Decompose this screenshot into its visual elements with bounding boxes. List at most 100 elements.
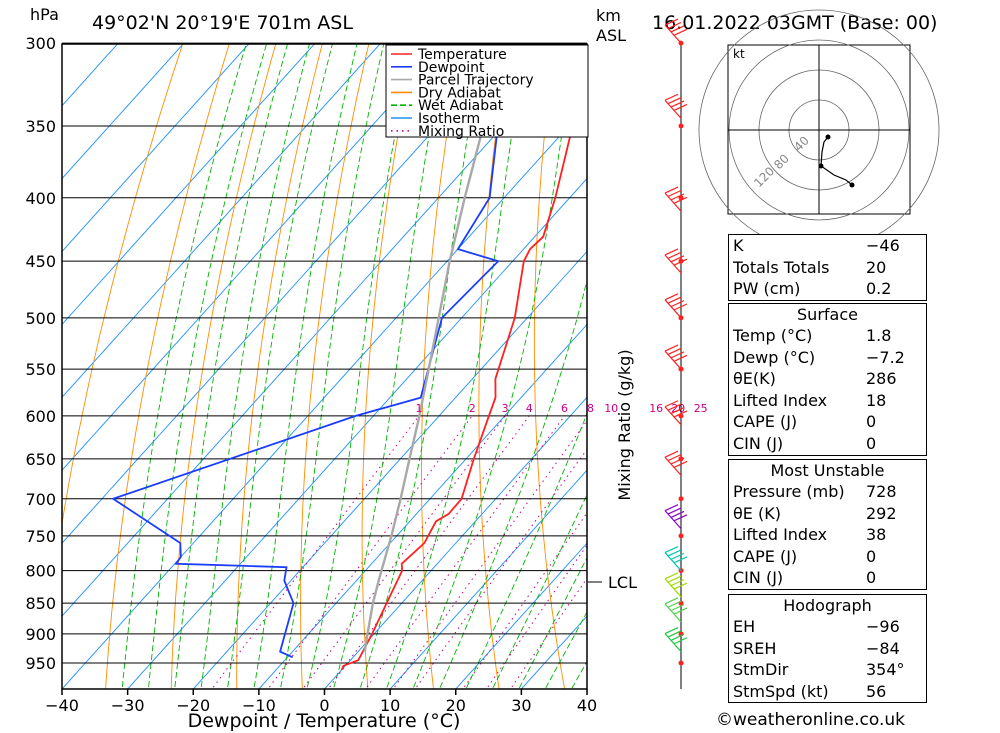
stat-value: −84 [866, 638, 900, 658]
x-tick-label: −30 [111, 696, 145, 715]
mixing-ratio-labels: 1 2 3 4 6 8 10 16 20 25 [416, 402, 708, 415]
x-tick-label: 30 [511, 696, 531, 715]
isotherm-line [389, 469, 587, 689]
series-line-parcel-trajectory [363, 44, 507, 652]
mixing-ratio-tick-label: 1 [416, 402, 423, 415]
mixing-ratio-tick-label: 4 [526, 402, 533, 415]
pressure-tick-label: 400 [25, 189, 56, 208]
surface-title: Surface [797, 305, 858, 324]
wind-level-dot [678, 123, 684, 129]
wind-barb [664, 344, 688, 370]
stat-row: SREH −84 [729, 638, 926, 660]
dry-adiabat-line [170, 44, 277, 689]
indices-table: K −46 Totals Totals 20 PW (cm) 0.2 [728, 234, 927, 301]
wet-adiabat-line [306, 44, 414, 689]
mixing-ratio-line [509, 577, 587, 689]
hpa-label: hPa [30, 5, 59, 24]
legend-label: Temperature [417, 47, 507, 63]
series-line-dewpoint [111, 44, 509, 659]
stat-value: 728 [866, 482, 897, 501]
stat-row: θE (K) 292 [729, 503, 926, 525]
wet-adiabat-line [332, 44, 447, 689]
series-line-temperature [340, 44, 587, 671]
stat-label: Lifted Index [733, 390, 828, 410]
pressure-tick-label: 900 [25, 625, 56, 644]
stat-label: Totals Totals [733, 257, 830, 277]
legend-label: Wet Adiabat [418, 98, 504, 114]
stat-label: Pressure (mb) [733, 482, 845, 501]
stat-value: −7.2 [866, 347, 905, 367]
wet-adiabat-line [253, 44, 358, 689]
stat-row: Dewp (°C) −7.2 [729, 347, 926, 369]
axis-ticks: −40 −30 −20 −10 0 10 20 30 40 [45, 689, 597, 715]
stat-row: Lifted Index 18 [729, 390, 926, 412]
mixing-ratio-line [392, 419, 587, 689]
stat-value: −46 [866, 236, 900, 255]
stat-value: 0 [866, 546, 877, 566]
hodograph-table: Hodograph EH −96 SREH −84 StmDir 354° StmSpd (… [728, 594, 927, 704]
mixing-ratio-tick-label: 8 [587, 402, 594, 415]
dry-adiabat-line [421, 44, 463, 689]
surface-table: Surface Temp (°C) 1.8 Dewp (°C) −7.2 θE(K) 28… [728, 303, 927, 456]
mixing-ratio-tick-label: 10 [604, 402, 618, 415]
isotherm-line [62, 44, 381, 398]
stat-row: PW (cm) 0.2 [729, 278, 926, 300]
dry-adiabat-line [640, 6, 697, 696]
stat-value: 0.2 [866, 279, 892, 299]
pressure-tick-label: 750 [25, 527, 56, 546]
most-unstable-title: Most Unstable [770, 461, 885, 480]
isotherm-line [62, 44, 447, 471]
wind-barb [664, 546, 688, 571]
x-axis-title: Dewpoint / Temperature (°C) [188, 710, 461, 732]
stat-value: 18 [866, 390, 887, 410]
stat-label: CAPE (J) [733, 546, 798, 566]
asl-label: ASL [596, 26, 626, 45]
mixing-ratio-tick-label: 25 [694, 402, 708, 415]
stat-value: 354° [866, 660, 905, 680]
mixing-ratio-line [267, 415, 473, 689]
mixing-ratio-line [485, 544, 587, 689]
isotherm-line [455, 542, 587, 689]
isotherm-line [127, 177, 587, 689]
dry-adiabat-line [105, 44, 230, 689]
wind-barb [664, 504, 688, 530]
stat-label: StmDir [733, 660, 789, 680]
stat-row: CAPE (J) 0 [729, 411, 926, 433]
stat-row: Lifted Index 38 [729, 524, 926, 546]
isotherm-line [62, 44, 315, 326]
wet-adiabat-line [465, 412, 587, 689]
x-tick-label: 0 [319, 696, 329, 715]
stat-row: CIN (J) 0 [729, 567, 926, 589]
most-unstable-table: Most Unstable Pressure (mb) 728 θE (K) 292 L… [728, 459, 927, 590]
wind-barb [664, 248, 688, 274]
km-label: km [596, 6, 621, 25]
x-tick-label: 40 [577, 696, 597, 715]
copyright: ©weatheronline.co.uk [716, 710, 906, 730]
stat-value: 20 [866, 257, 887, 277]
pressure-tick-label: 700 [25, 490, 56, 509]
isotherm-line [62, 44, 578, 617]
stat-row: StmSpd (kt) 56 [729, 681, 926, 703]
pressure-tick-label: 500 [25, 309, 56, 328]
stat-value: 0 [866, 433, 877, 453]
stat-label: EH [733, 617, 756, 636]
wet-adiabat-line [412, 44, 576, 689]
mixing-ratio-line [302, 415, 506, 689]
stat-label: θE(K) [733, 369, 776, 389]
hodograph-title: Hodograph [783, 596, 872, 615]
stat-row: CIN (J) 0 [729, 433, 926, 455]
mixing-ratio-axis-title: Mixing Ratio (g/kg) [615, 349, 634, 500]
stat-value: 0 [866, 568, 877, 588]
legend-label: Isotherm [418, 111, 480, 127]
stat-label: SREH [733, 638, 777, 658]
dry-adiabat-line [300, 44, 370, 689]
stat-row: StmDir 354° [729, 659, 926, 681]
wind-level-dot [678, 533, 684, 539]
location-title: 49°02'N 20°19'E 701m ASL [92, 12, 353, 34]
legend-label: Dewpoint [418, 60, 485, 76]
stat-value: 38 [866, 525, 887, 545]
hodograph-point [825, 134, 831, 140]
dry-adiabat-line [62, 44, 184, 526]
